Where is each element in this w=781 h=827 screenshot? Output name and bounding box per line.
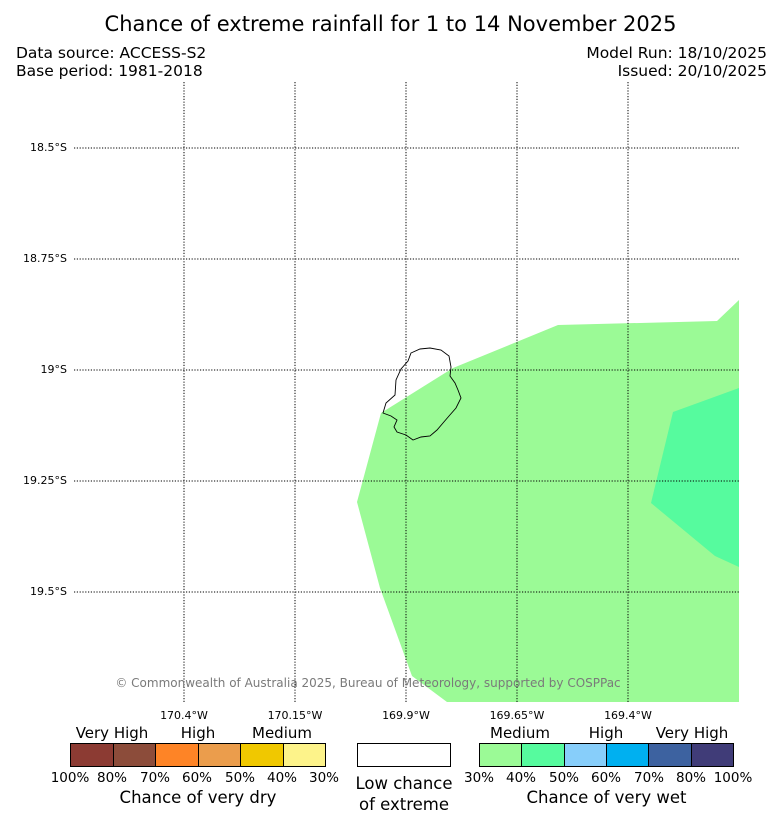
lat-label: 19.5°S [30,585,67,598]
data-source: Data source: ACCESS-S2 [16,44,207,62]
dry-swatch [241,744,284,766]
issued-date: Issued: 20/10/2025 [617,62,767,80]
dry-tick: 40% [266,770,297,786]
dry-swatch [156,744,199,766]
wet-tick: 30% [463,770,494,786]
low-chance-label: Low chance of extreme [340,773,468,815]
wet-swatch [480,744,523,766]
wet-swatch [649,744,692,766]
dry-swatch [113,744,156,766]
wet-tick: 80% [675,770,706,786]
dry-tick: 60% [181,770,212,786]
dry-tick: 50% [224,770,255,786]
dry-category-medium: Medium [252,724,312,742]
map-title: Chance of extreme rainfall for 1 to 14 N… [104,12,677,36]
wet-category-medium: Medium [490,724,550,742]
meta-right: Model Run: 18/10/2025 Issued: 20/10/2025 [586,44,767,80]
wet-tick: 60% [590,770,621,786]
meta-left: Data source: ACCESS-S2 Base period: 1981… [16,44,206,80]
lon-label: 170.4°W [160,709,208,722]
wet-swatch [691,744,733,766]
wet-swatch [564,744,607,766]
dry-tick: 70% [139,770,170,786]
lon-label: 170.15°W [267,709,323,722]
island-coastline [382,347,462,441]
lat-label: 19.25°S [23,474,67,487]
low-chance-swatch [357,743,451,767]
wet-medium-40-50-region [651,388,739,567]
wet-tick: 100% [713,770,753,786]
lon-label: 169.4°W [604,709,652,722]
wet-legend-title: Chance of very wet [526,788,687,807]
dry-category-high: High [180,724,216,742]
lat-label: 18.5°S [30,141,67,154]
dry-legend-title: Chance of very dry [119,788,277,807]
lat-label: 19°S [40,363,67,376]
map-plot-area [74,82,739,702]
wet-tick: 40% [505,770,536,786]
dry-tick: 30% [308,770,339,786]
low-chance-line1: Low chance [355,774,453,793]
dry-swatch [71,744,114,766]
dry-swatch [283,744,325,766]
wet-category-high: High [588,724,624,742]
wet-swatch [522,744,565,766]
dry-colorbar [70,743,326,767]
wet-colorbar [479,743,734,767]
base-period: Base period: 1981-2018 [16,62,203,80]
wet-category-very-high: Very High [655,724,729,742]
dry-tick: 80% [96,770,127,786]
wet-tick: 50% [548,770,579,786]
dry-tick: 100% [50,770,90,786]
copyright-notice: © Commonwealth of Australia 2025, Bureau… [115,676,621,690]
dry-category-very-high: Very High [75,724,149,742]
low-chance-line2: of extreme [358,795,450,814]
lon-label: 169.9°W [382,709,430,722]
lat-label: 18.75°S [23,252,67,265]
wet-swatch [606,744,650,766]
dry-swatch [198,744,241,766]
wet-tick: 70% [633,770,664,786]
wet-medium-30-40-region [357,300,739,702]
lon-label: 169.65°W [489,709,545,722]
model-run: Model Run: 18/10/2025 [586,44,767,62]
